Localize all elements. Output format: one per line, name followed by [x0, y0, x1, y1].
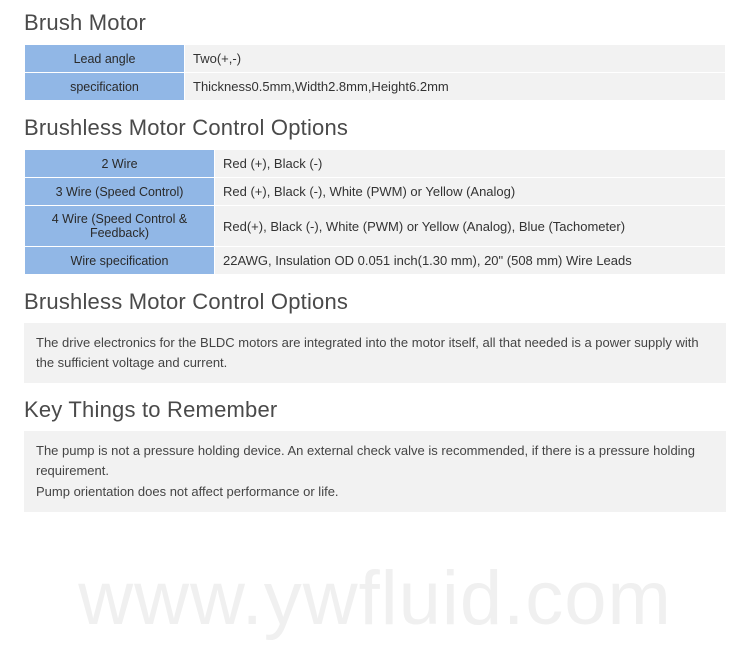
label-2wire: 2 Wire: [25, 150, 215, 178]
value-2wire: Red (+), Black (-): [215, 150, 726, 178]
table-row: specification Thickness0.5mm,Width2.8mm,…: [25, 73, 726, 101]
table-row: Wire specification 22AWG, Insulation OD …: [25, 247, 726, 275]
value-specification: Thickness0.5mm,Width2.8mm,Height6.2mm: [185, 73, 726, 101]
label-3wire: 3 Wire (Speed Control): [25, 178, 215, 206]
label-specification: specification: [25, 73, 185, 101]
value-3wire: Red (+), Black (-), White (PWM) or Yello…: [215, 178, 726, 206]
section-title-brush-motor: Brush Motor: [24, 10, 726, 36]
section-title-brushless-text: Brushless Motor Control Options: [24, 289, 726, 315]
watermark-text: www.ywfluid.com: [0, 555, 750, 642]
table-row: 4 Wire (Speed Control & Feedback) Red(+)…: [25, 206, 726, 247]
table-row: 2 Wire Red (+), Black (-): [25, 150, 726, 178]
brushless-options-table: 2 Wire Red (+), Black (-) 3 Wire (Speed …: [24, 149, 726, 275]
value-lead-angle: Two(+,-): [185, 45, 726, 73]
value-wire-spec: 22AWG, Insulation OD 0.051 inch(1.30 mm)…: [215, 247, 726, 275]
label-lead-angle: Lead angle: [25, 45, 185, 73]
section-title-brushless-options: Brushless Motor Control Options: [24, 115, 726, 141]
table-row: 3 Wire (Speed Control) Red (+), Black (-…: [25, 178, 726, 206]
key-things-info-box: The pump is not a pressure holding devic…: [24, 431, 726, 511]
label-wire-spec: Wire specification: [25, 247, 215, 275]
label-4wire: 4 Wire (Speed Control & Feedback): [25, 206, 215, 247]
table-row: Lead angle Two(+,-): [25, 45, 726, 73]
key-things-line-2: Pump orientation does not affect perform…: [36, 482, 714, 502]
brushless-info-box: The drive electronics for the BLDC motor…: [24, 323, 726, 383]
value-4wire: Red(+), Black (-), White (PWM) or Yellow…: [215, 206, 726, 247]
brush-motor-table: Lead angle Two(+,-) specification Thickn…: [24, 44, 726, 101]
page-container: Brush Motor Lead angle Two(+,-) specific…: [0, 0, 750, 512]
section-title-key-things: Key Things to Remember: [24, 397, 726, 423]
key-things-line-1: The pump is not a pressure holding devic…: [36, 441, 714, 481]
